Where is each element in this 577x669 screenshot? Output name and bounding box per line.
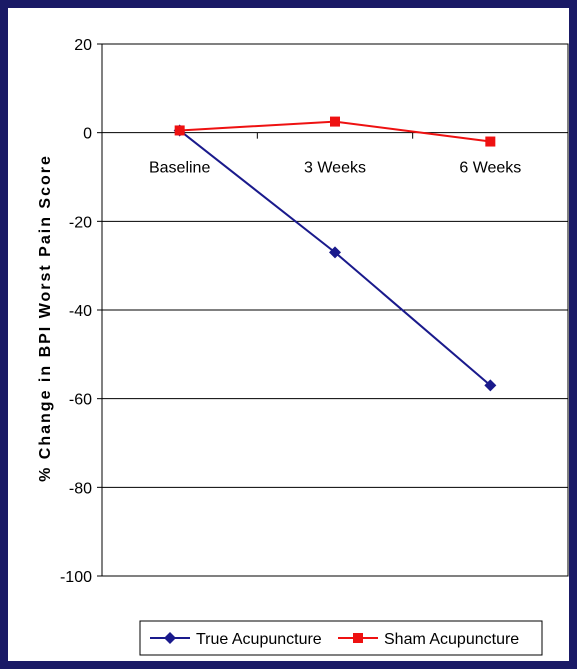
- legend-label-true-acupuncture: True Acupuncture: [196, 631, 322, 648]
- sham-acupuncturedata-point: [485, 136, 496, 147]
- legend-label-sham-acupuncture: Sham Acupuncture: [384, 631, 519, 648]
- x-tick-label: Baseline: [149, 160, 210, 177]
- x-tick-label: 6 Weeks: [459, 160, 521, 177]
- x-tick-label: 3 Weeks: [304, 160, 366, 177]
- chart-frame: 20 0 -20 -40 -60 -80 -100 Baseline 3 Weeks 6 Wee…: [8, 8, 569, 661]
- y-tick-label: -40: [69, 303, 92, 320]
- legend: True Acupuncture Sham Acupuncture: [139, 620, 543, 656]
- sham-acupuncturedata-point: [174, 125, 185, 136]
- line-chart: 20 0 -20 -40 -60 -80 -100 Baseline 3 Weeks 6 Wee…: [37, 37, 569, 656]
- y-tick-label: 20: [74, 37, 92, 54]
- legend-marker-true-acupuncture: [164, 632, 176, 644]
- legend-marker-sham-acupuncture: [353, 633, 363, 643]
- y-tick-labels: 20 0 -20 -40 -60 -80 -100: [60, 37, 92, 586]
- true-acupuncturedata-point: [329, 246, 341, 259]
- gridlines: [102, 132, 568, 488]
- axes: [97, 43, 569, 577]
- sham-acupuncturedata-point: [330, 116, 340, 127]
- true-acupuncturedata-point: [484, 379, 497, 392]
- y-tick-label: -20: [69, 214, 92, 231]
- y-tick-label: -100: [60, 569, 92, 586]
- y-tick-label: 0: [83, 126, 92, 143]
- y-axis-label: % Change in BPI Worst Pain Score: [37, 154, 54, 482]
- y-tick-label: -60: [69, 392, 92, 409]
- y-tick-label: -80: [69, 480, 92, 497]
- series: [173, 116, 497, 392]
- x-tick-labels: Baseline 3 Weeks 6 Weeks: [149, 160, 521, 177]
